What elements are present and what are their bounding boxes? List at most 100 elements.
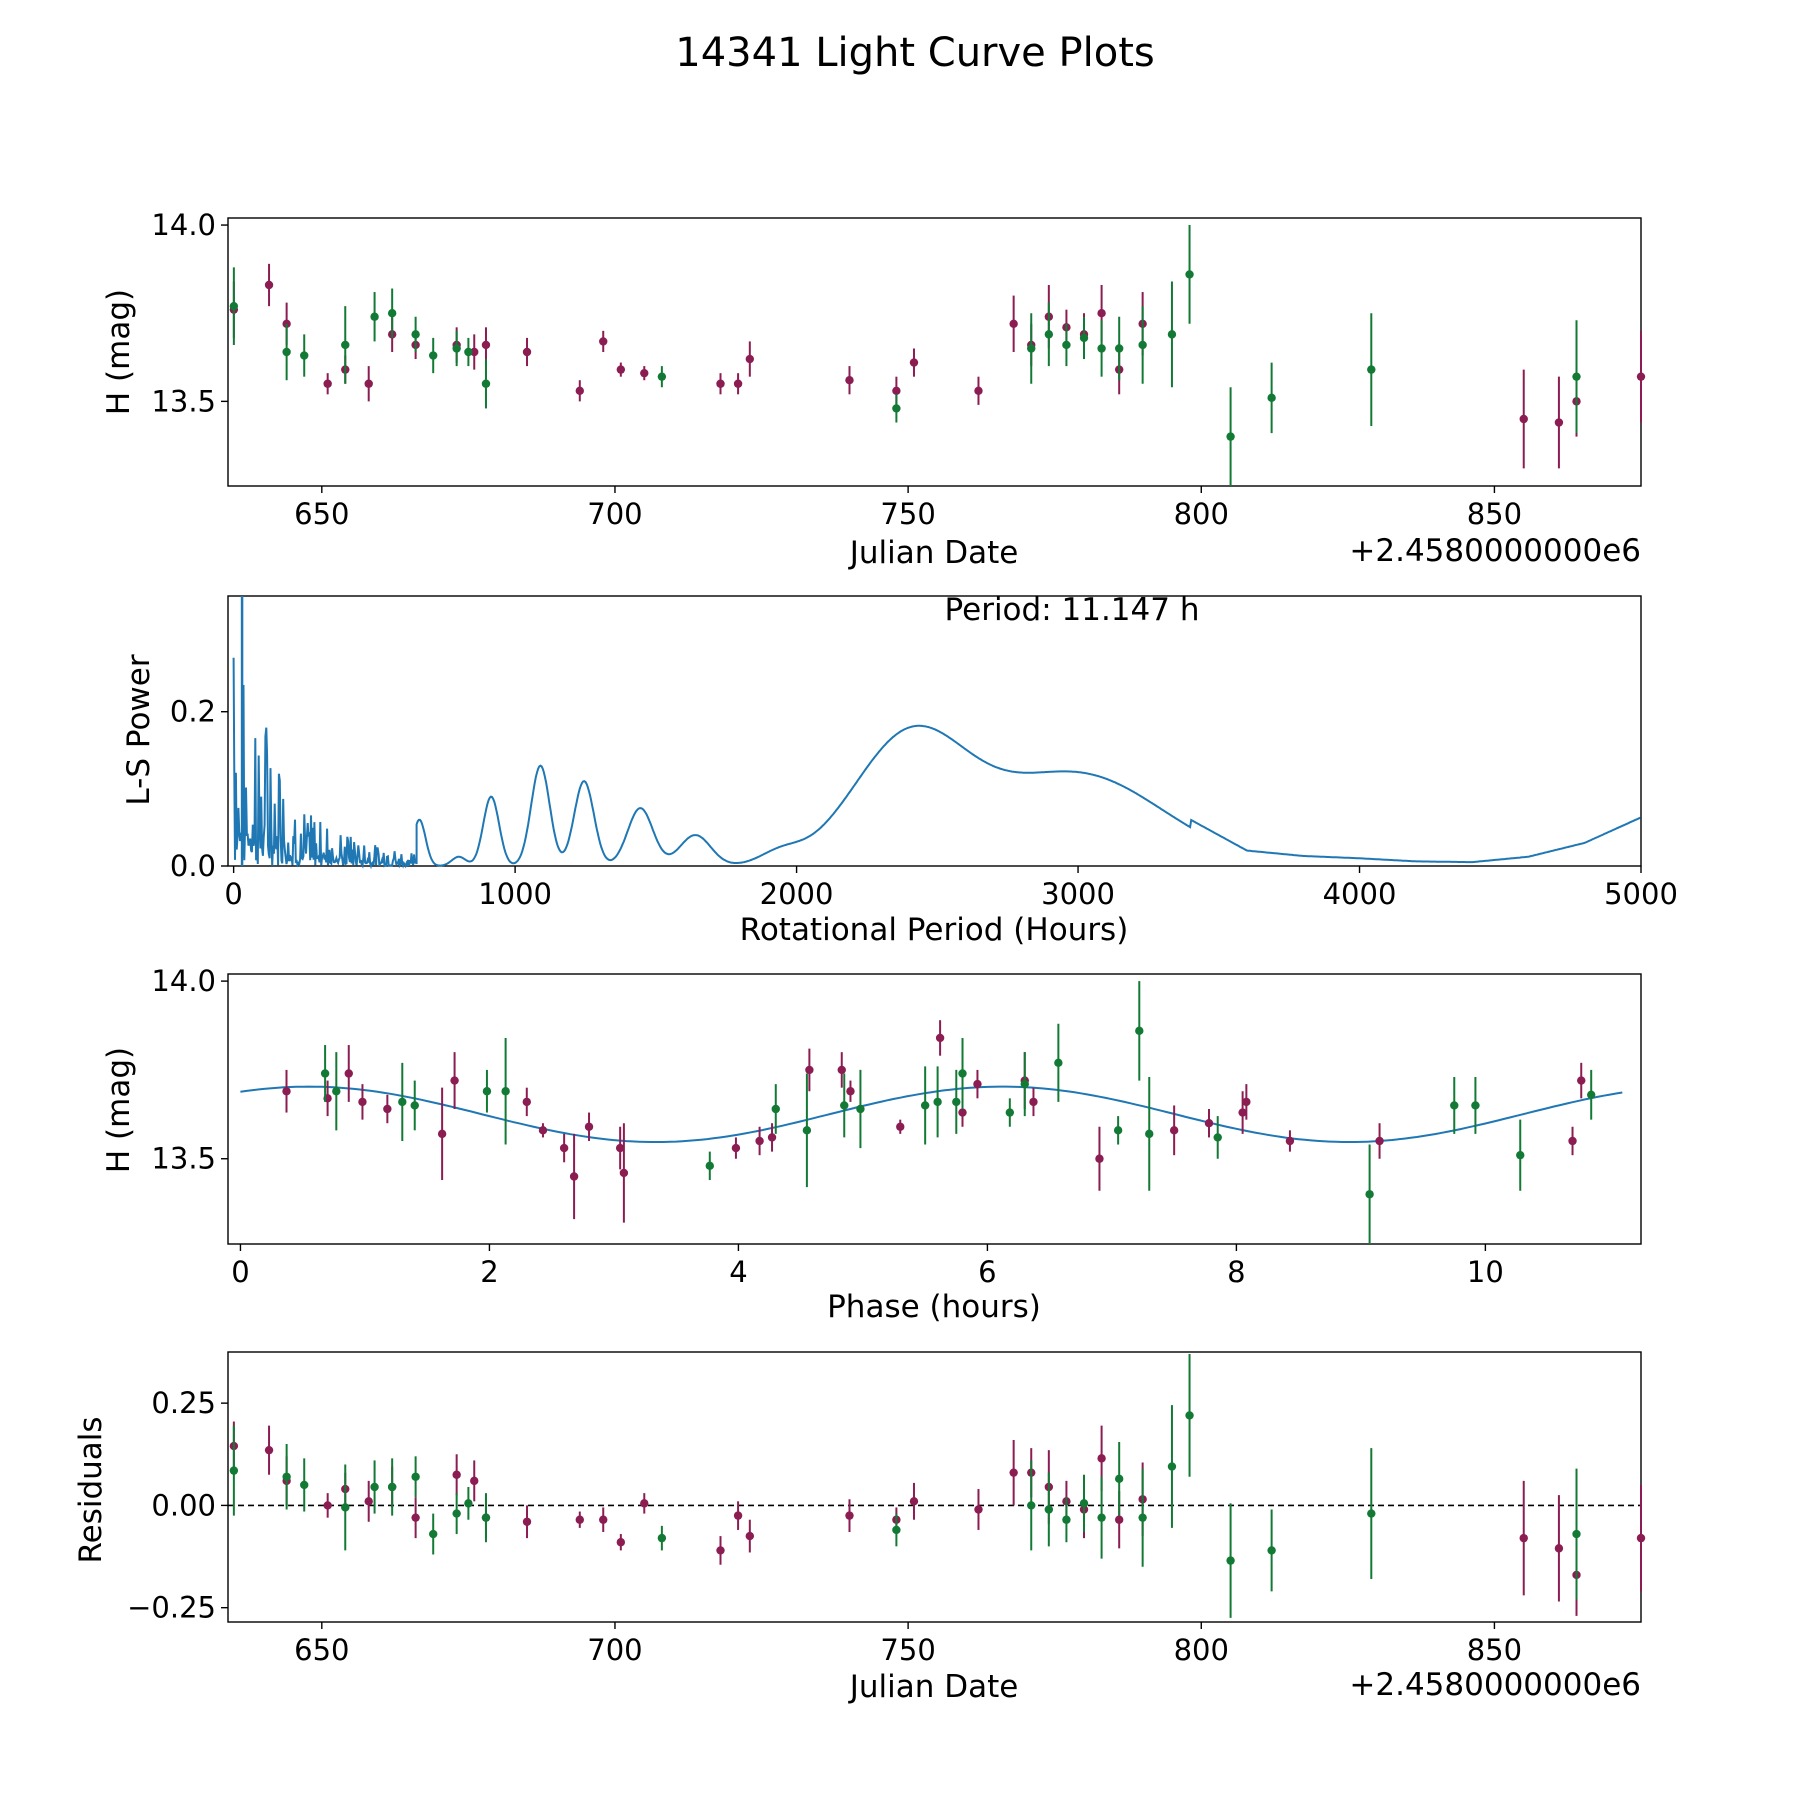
data-point-red (1009, 319, 1018, 328)
data-point-red (974, 1505, 983, 1514)
data-point-red (745, 354, 755, 364)
data-point-green (1213, 1133, 1222, 1142)
data-point-green (1114, 1474, 1124, 1484)
x-tick-label: 0 (224, 877, 242, 911)
data-point-red (1114, 1515, 1124, 1524)
data-point-red (1568, 1136, 1577, 1146)
data-point-red (1636, 1533, 1646, 1543)
data-point-green (341, 1503, 350, 1512)
x-tick-label: 800 (1174, 1633, 1229, 1667)
data-point-red (599, 1515, 608, 1524)
data-point-green (1044, 1505, 1054, 1514)
data-point-red (974, 386, 983, 395)
data-point-green (282, 347, 291, 357)
data-point-green (1167, 1462, 1177, 1471)
data-point-green (332, 1087, 341, 1096)
y-tick-label: 0.25 (151, 1386, 216, 1420)
x-tick-label: 750 (880, 1633, 935, 1667)
data-point-red (470, 347, 479, 357)
data-point-green (411, 1472, 420, 1481)
y-axis-label: H (mag) (101, 289, 137, 415)
data-point-green (1005, 1108, 1015, 1117)
data-point-green (657, 1533, 667, 1543)
data-point-red (935, 1033, 945, 1043)
data-point-green (920, 1101, 930, 1110)
data-point-green (1054, 1058, 1063, 1068)
data-point-green (1114, 344, 1124, 353)
data-point-red (1169, 1126, 1179, 1135)
data-point-green (370, 312, 379, 321)
data-point-green (1044, 330, 1054, 339)
data-point-red (559, 1143, 569, 1153)
data-point-green (1516, 1150, 1525, 1160)
data-point-red (845, 1511, 854, 1520)
data-point-red (344, 1069, 353, 1078)
panel-light-curve: 650 700 750 800 850 13.5 14.0 Julian Date +2.4… (101, 208, 1646, 571)
data-point-red (616, 1538, 626, 1547)
data-point-green (429, 351, 438, 360)
x-tick-label: 650 (294, 1633, 349, 1667)
data-point-red (1242, 1097, 1251, 1107)
data-point-red (716, 379, 725, 388)
data-point-green (1367, 1509, 1376, 1518)
data-point-red (731, 1143, 741, 1153)
data-point-red (1375, 1136, 1384, 1146)
data-point-green (464, 1499, 473, 1508)
data-point-green (892, 1525, 901, 1535)
data-point-red (599, 337, 608, 346)
panel-phase-folded: 0 2 4 6 8 10 13.5 14.0 Phase (hours) H (mag) (101, 964, 1642, 1325)
data-point-red (538, 1126, 548, 1135)
data-point-red (716, 1546, 725, 1555)
data-point-red (1554, 418, 1564, 427)
data-point-red (616, 365, 626, 374)
data-point-green (1113, 1126, 1123, 1135)
data-point-green (1185, 270, 1194, 279)
data-point-red (383, 1104, 392, 1114)
plot-frame (227, 595, 1642, 867)
data-point-red (1519, 1533, 1528, 1543)
data-point-red (282, 319, 291, 328)
plot-frame (227, 1351, 1642, 1623)
x-tick-label: 8 (1227, 1255, 1245, 1289)
data-point-green (1365, 1190, 1374, 1199)
data-point-red (845, 376, 854, 385)
data-point-green (229, 1466, 239, 1475)
y-tick-label: 13.5 (151, 384, 216, 418)
x-tick-label: 750 (880, 497, 935, 531)
data-point-green (429, 1529, 438, 1539)
data-point-red (1554, 1544, 1564, 1553)
data-point-red (364, 379, 373, 388)
data-point-green (398, 1097, 407, 1107)
x-tick-label: 850 (1467, 497, 1522, 531)
data-point-red (909, 1497, 919, 1506)
x-tick-label: 0 (231, 1255, 249, 1289)
panel-residuals: 650 700 750 800 850 −0.25 0.00 0.25 Julian Date… (73, 1351, 1646, 1705)
data-point-red (1204, 1119, 1214, 1128)
y-tick-label: 0.2 (170, 695, 216, 729)
data-point-red (323, 1501, 332, 1510)
data-point-red (640, 368, 649, 378)
data-point-green (481, 1513, 491, 1522)
data-point-green (802, 1126, 812, 1135)
data-point-green (387, 1482, 397, 1492)
data-point-red (1029, 1097, 1038, 1107)
data-point-red (575, 386, 584, 395)
data-point-red (733, 379, 743, 388)
fit-curve (240, 1085, 1623, 1143)
data-point-red (522, 347, 532, 357)
data-point-green (282, 1472, 291, 1481)
data-point-red (522, 1097, 531, 1107)
x-axis-label: Phase (hours) (827, 1289, 1041, 1325)
data-point-green (1226, 1556, 1235, 1565)
x-offset-label: +2.4580000000e6 (1349, 1667, 1641, 1703)
data-point-green (482, 1087, 492, 1096)
y-axis-label: L-S Power (121, 654, 157, 805)
data-point-red (364, 1497, 373, 1506)
data-point-red (323, 379, 332, 388)
data-point-green (1138, 340, 1147, 350)
x-axis-label: Rotational Period (Hours) (740, 912, 1129, 948)
data-point-red (358, 1097, 367, 1107)
data-point-green (1267, 393, 1276, 403)
x-tick-label: 2 (480, 1255, 498, 1289)
x-tick-label: 2000 (760, 877, 834, 911)
